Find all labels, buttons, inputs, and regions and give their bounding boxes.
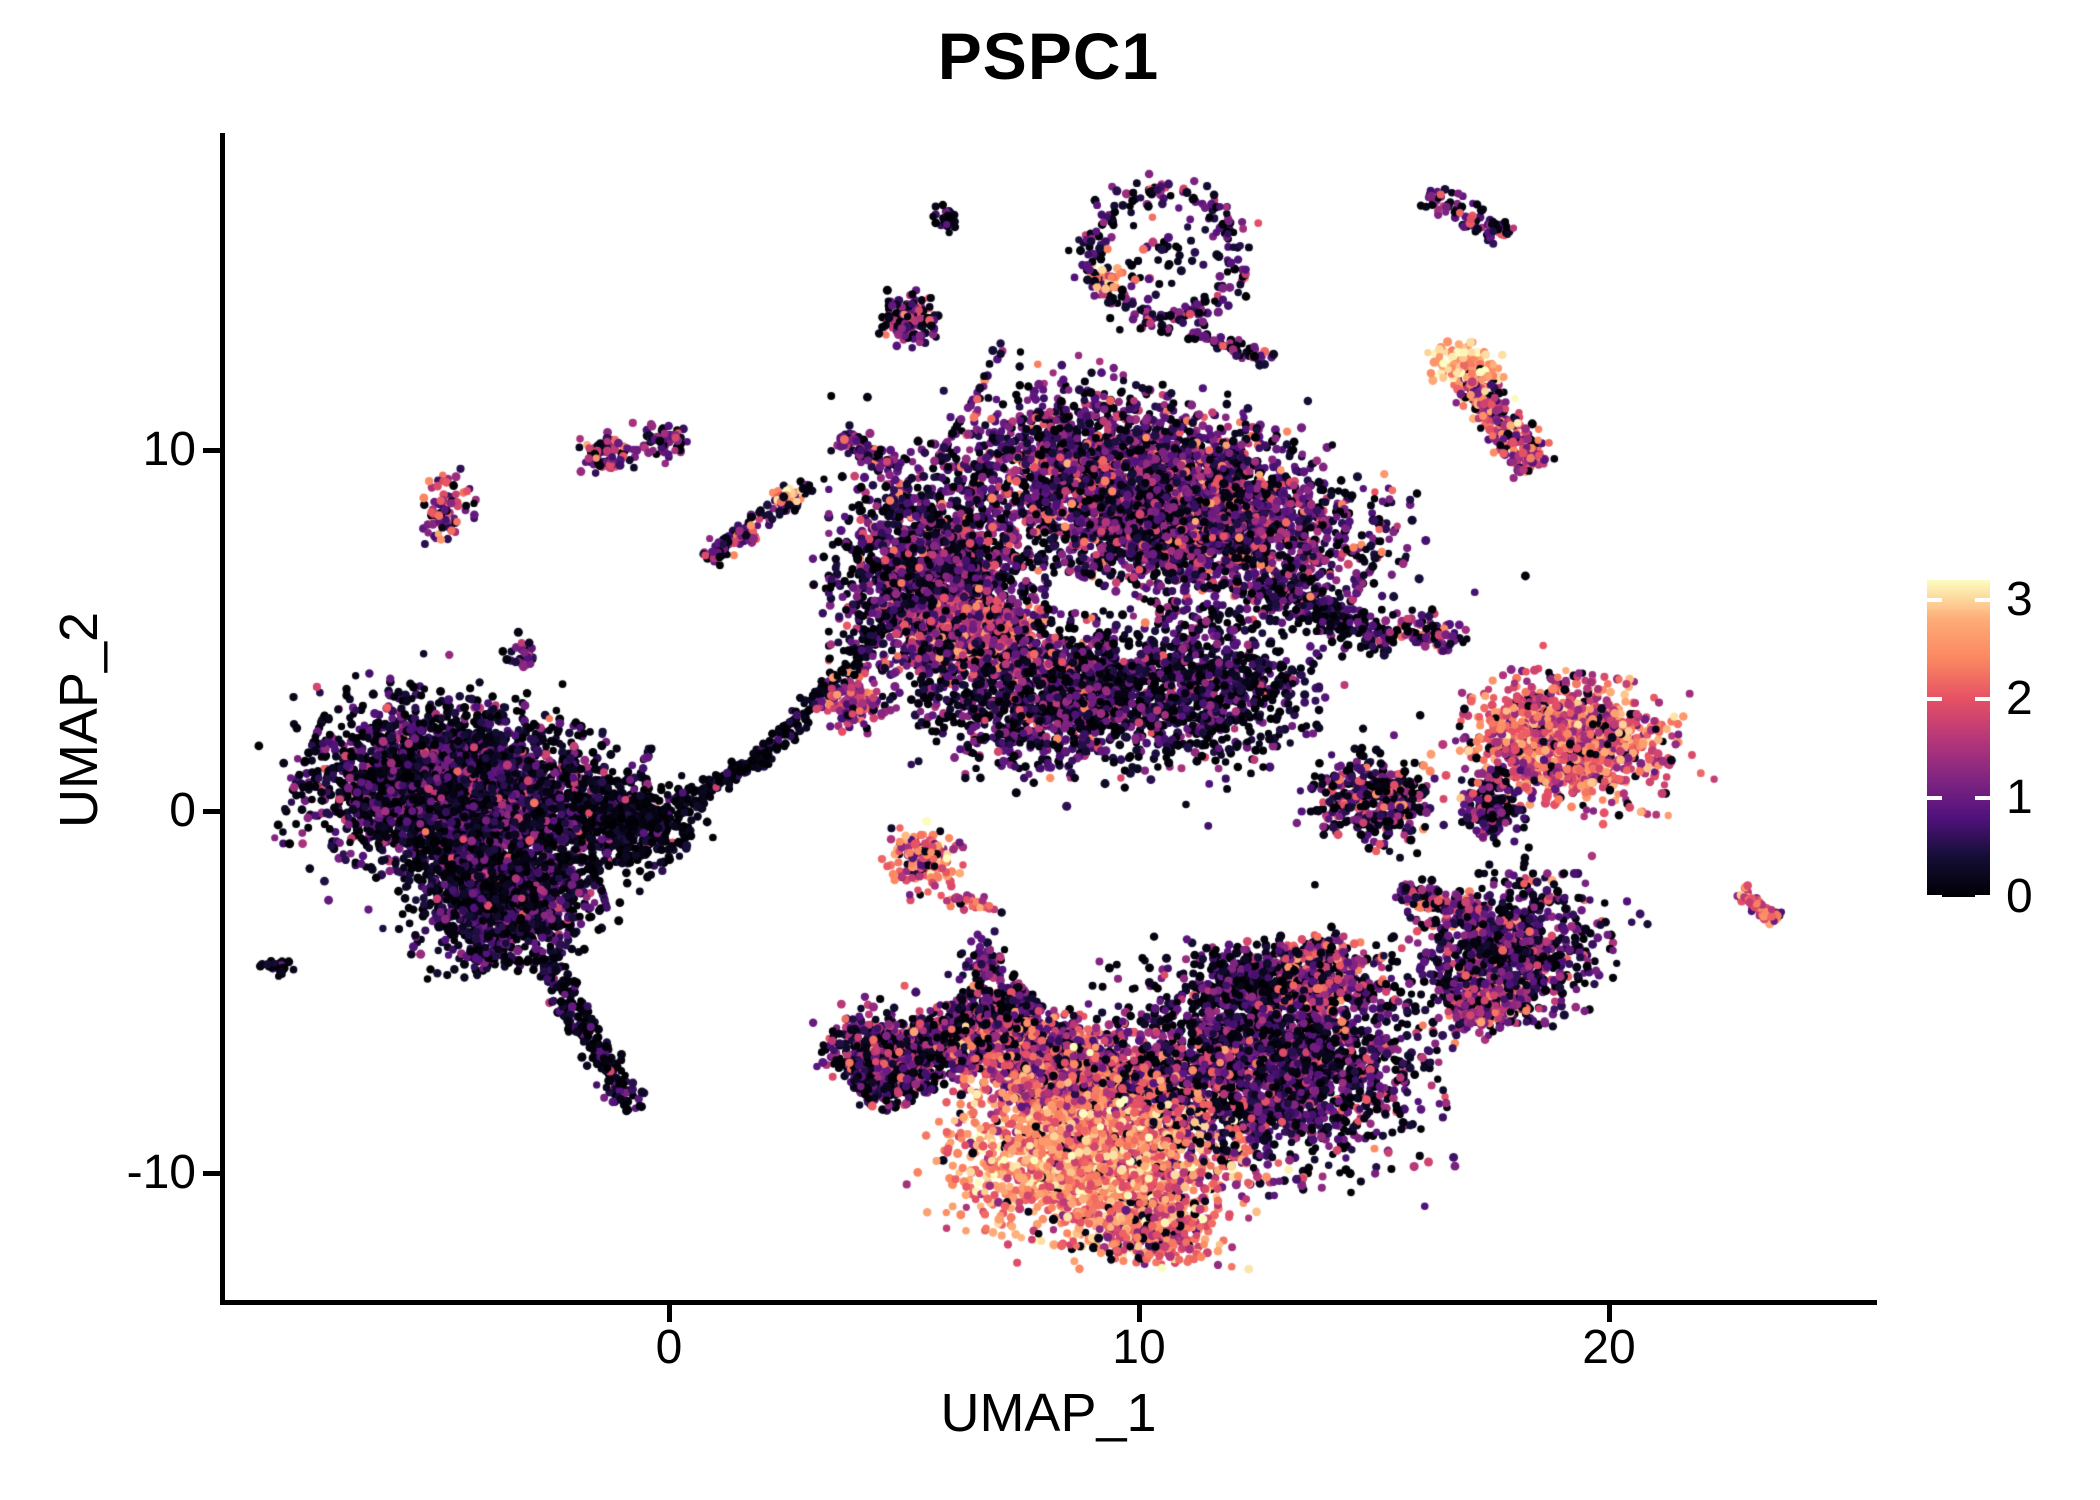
colorbar-tick-mark [1975, 696, 1990, 701]
y-tick-mark [203, 809, 220, 814]
x-tick-mark [667, 1305, 672, 1322]
y-tick-label: 10 [142, 422, 196, 476]
x-axis-label: UMAP_1 [940, 1383, 1157, 1443]
colorbar-tick-mark [1927, 696, 1942, 701]
x-tick-label: 0 [655, 1321, 683, 1374]
colorbar-tick-label: 0 [2006, 870, 2033, 923]
colorbar-tick-mark [1975, 895, 1990, 899]
x-axis-line [220, 1300, 1877, 1305]
x-tick-label: 20 [1582, 1321, 1636, 1374]
umap-scatter-canvas [225, 130, 1877, 1300]
y-tick-mark [203, 1170, 220, 1176]
x-tick-mark [1137, 1305, 1142, 1322]
y-tick-label: -10 [126, 1145, 196, 1199]
plot-title: PSPC1 [937, 19, 1160, 93]
y-axis-line [220, 133, 225, 1305]
colorbar-tick-mark [1975, 597, 1990, 602]
colorbar-tick-mark [1927, 795, 1942, 800]
colorbar-tick-mark [1927, 597, 1942, 602]
x-tick-mark [1607, 1305, 1612, 1322]
colorbar-gradient [1927, 580, 1990, 897]
colorbar-tick-mark [1975, 795, 1990, 800]
x-tick-label: 10 [1112, 1321, 1166, 1374]
colorbar-tick-label: 3 [2006, 572, 2033, 626]
y-tick-label: 0 [169, 784, 196, 837]
colorbar-tick-label: 1 [2006, 770, 2033, 824]
colorbar-tick-label: 2 [2006, 671, 2033, 725]
colorbar-tick-mark [1927, 895, 1942, 899]
y-tick-mark [203, 447, 220, 453]
